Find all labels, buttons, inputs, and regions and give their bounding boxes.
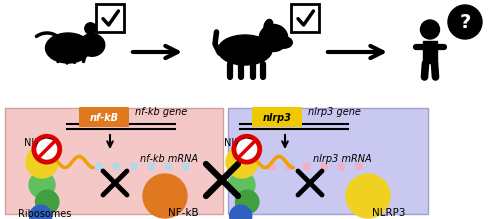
Text: NLRP3: NLRP3 — [372, 208, 406, 218]
Circle shape — [420, 20, 440, 39]
Text: NF-kB: NF-kB — [168, 208, 198, 218]
Text: nf-kb gene: nf-kb gene — [135, 107, 187, 117]
FancyBboxPatch shape — [228, 108, 428, 214]
Ellipse shape — [46, 33, 90, 63]
Circle shape — [236, 190, 259, 214]
Circle shape — [26, 146, 58, 178]
Circle shape — [448, 5, 482, 39]
Circle shape — [233, 136, 260, 163]
Ellipse shape — [276, 37, 292, 48]
FancyBboxPatch shape — [423, 41, 437, 63]
Text: nlrp3 mRNA: nlrp3 mRNA — [313, 154, 372, 164]
Text: ?: ? — [460, 14, 470, 32]
Circle shape — [33, 136, 60, 163]
Text: nf-kb mRNA: nf-kb mRNA — [140, 154, 198, 164]
Circle shape — [226, 146, 258, 178]
Text: NI112: NI112 — [224, 138, 253, 148]
Ellipse shape — [259, 25, 288, 51]
Ellipse shape — [264, 19, 273, 33]
Ellipse shape — [85, 23, 96, 34]
FancyBboxPatch shape — [291, 4, 319, 32]
Circle shape — [37, 140, 56, 159]
Circle shape — [36, 190, 59, 214]
Text: nlrp3 gene: nlrp3 gene — [308, 107, 361, 117]
Circle shape — [230, 205, 252, 219]
Circle shape — [143, 174, 187, 218]
Circle shape — [29, 172, 55, 198]
FancyBboxPatch shape — [79, 107, 129, 127]
Circle shape — [237, 140, 256, 159]
Text: nlrp3: nlrp3 — [262, 113, 292, 123]
FancyBboxPatch shape — [252, 107, 302, 127]
Text: nf-kB: nf-kB — [90, 113, 118, 123]
Text: Ribosomes: Ribosomes — [18, 209, 72, 219]
Circle shape — [30, 205, 52, 219]
Circle shape — [346, 174, 390, 218]
Ellipse shape — [79, 34, 105, 56]
FancyBboxPatch shape — [5, 108, 223, 214]
FancyBboxPatch shape — [96, 4, 124, 32]
Ellipse shape — [218, 35, 272, 65]
Text: NI112: NI112 — [24, 138, 53, 148]
Circle shape — [229, 172, 255, 198]
